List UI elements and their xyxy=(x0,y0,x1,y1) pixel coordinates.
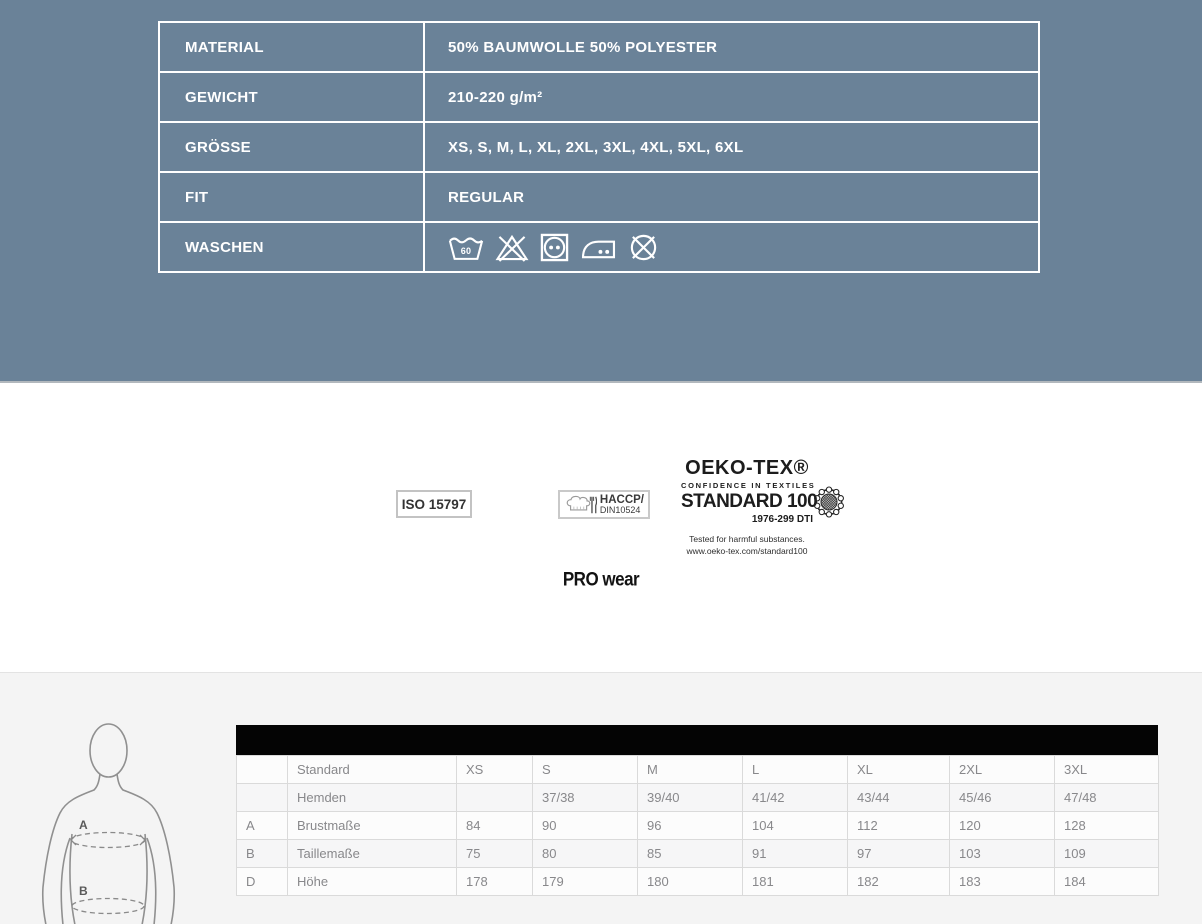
measure-label-b: B xyxy=(79,884,88,898)
oeko-number: 1976-299 DTI xyxy=(751,514,813,525)
size-cell: 39/40 xyxy=(637,783,743,812)
size-cell: B xyxy=(236,839,288,868)
size-cell: 85 xyxy=(637,839,743,868)
spec-row-fit: FIT REGULAR xyxy=(158,171,1040,223)
iso-15797-badge: ISO 15797 xyxy=(396,490,472,518)
wash-60-icon: 60 xyxy=(448,236,484,260)
size-cell: Höhe xyxy=(287,867,457,896)
haccp-line2: DIN10524 xyxy=(599,504,641,515)
do-not-bleach-icon xyxy=(495,234,529,262)
svg-text:60: 60 xyxy=(461,246,472,256)
size-cell: 184 xyxy=(1054,867,1159,896)
spec-label-fit: FIT xyxy=(158,171,425,223)
size-cell: 181 xyxy=(742,867,848,896)
spec-row-waschen: WASCHEN 60 xyxy=(158,221,1040,273)
size-cell: 91 xyxy=(742,839,848,868)
body-measurement-diagram: A B xyxy=(41,723,176,924)
spec-label-waschen: WASCHEN xyxy=(158,221,425,273)
size-cell: 182 xyxy=(847,867,950,896)
spec-value-material: 50% BAUMWOLLE 50% POLYESTER xyxy=(423,21,1040,73)
haccp-badge: HACCP/ DIN10524 xyxy=(558,490,650,519)
spec-label-material: MATERIAL xyxy=(158,21,425,73)
size-cell: A xyxy=(236,811,288,840)
size-cell: 41/42 xyxy=(742,783,848,812)
size-cell: D xyxy=(236,867,288,896)
size-cell: 97 xyxy=(847,839,950,868)
spec-row-gewicht: GEWICHT 210-220 g/m² xyxy=(158,71,1040,123)
oeko-title: OEKO-TEX® xyxy=(685,457,809,479)
oeko-subtitle: CONFIDENCE IN TEXTILES xyxy=(681,481,816,490)
size-cell: 128 xyxy=(1054,811,1159,840)
size-cell: 47/48 xyxy=(1054,783,1159,812)
spec-label-groesse: GRÖSSE xyxy=(158,121,425,173)
oeko-flower-icon xyxy=(814,486,844,518)
size-cell: Brustmaße xyxy=(287,811,457,840)
size-col-header: Standard xyxy=(287,755,457,784)
size-col-header: XS xyxy=(456,755,533,784)
size-col-header: 2XL xyxy=(949,755,1055,784)
size-cell: 183 xyxy=(949,867,1055,896)
size-col-header xyxy=(236,755,288,784)
size-col-header: L xyxy=(742,755,848,784)
size-col-header: S xyxy=(532,755,638,784)
size-cell: 178 xyxy=(456,867,533,896)
spec-table: MATERIAL 50% BAUMWOLLE 50% POLYESTER GEW… xyxy=(158,21,1040,273)
size-col-header: XL xyxy=(847,755,950,784)
size-row-taillemasse: B Taillemaße 75 80 85 91 97 103 109 xyxy=(236,839,1159,868)
size-cell: 109 xyxy=(1054,839,1159,868)
size-cell: 75 xyxy=(456,839,533,868)
measure-label-a: A xyxy=(79,818,88,832)
size-cell: 120 xyxy=(949,811,1055,840)
size-cell: 112 xyxy=(847,811,950,840)
oeko-tested-text: Tested for harmful substances. xyxy=(689,534,805,544)
spec-section: MATERIAL 50% BAUMWOLLE 50% POLYESTER GEW… xyxy=(0,0,1202,383)
size-row-hoehe: D Höhe 178 179 180 181 182 183 184 xyxy=(236,867,1159,896)
size-chart-title-bar xyxy=(236,725,1158,755)
size-cell: 96 xyxy=(637,811,743,840)
oeko-url-text: www.oeko-tex.com/standard100 xyxy=(686,546,808,556)
size-cell xyxy=(456,783,533,812)
haccp-label: HACCP/ DIN10524 xyxy=(600,494,644,516)
size-cell: 104 xyxy=(742,811,848,840)
size-cell: Taillemaße xyxy=(287,839,457,868)
spec-value-fit: REGULAR xyxy=(423,171,1040,223)
size-chart-table: Standard XS S M L XL 2XL 3XL Hemden 37/3… xyxy=(236,755,1159,896)
size-cell: 90 xyxy=(532,811,638,840)
size-row-brustmasse: A Brustmaße 84 90 96 104 112 120 128 xyxy=(236,811,1159,840)
size-cell: 84 xyxy=(456,811,533,840)
size-cell: 37/38 xyxy=(532,783,638,812)
size-col-header: M xyxy=(637,755,743,784)
size-chart-header-row: Standard XS S M L XL 2XL 3XL xyxy=(236,755,1159,784)
size-cell: 80 xyxy=(532,839,638,868)
size-cell: 45/46 xyxy=(949,783,1055,812)
spec-value-gewicht: 210-220 g/m² xyxy=(423,71,1040,123)
size-col-header: 3XL xyxy=(1054,755,1159,784)
iron-icon xyxy=(581,240,616,258)
spec-row-material: MATERIAL 50% BAUMWOLLE 50% POLYESTER xyxy=(158,21,1040,73)
size-chart: Standard XS S M L XL 2XL 3XL Hemden 37/3… xyxy=(236,725,1159,896)
size-cell: 180 xyxy=(637,867,743,896)
oeko-tex-logo: OEKO-TEX® CONFIDENCE IN TEXTILES STANDAR… xyxy=(681,457,818,556)
spec-value-waschen: 60 xyxy=(423,221,1040,273)
spec-row-groesse: GRÖSSE XS, S, M, L, XL, 2XL, 3XL, 4XL, 5… xyxy=(158,121,1040,173)
size-cell: 179 xyxy=(532,867,638,896)
pro-wear-logo: PRO wear xyxy=(562,568,640,591)
size-chart-section: A B Standard XS S M L xyxy=(0,672,1202,924)
size-row-hemden: Hemden 37/38 39/40 41/42 43/44 45/46 47/… xyxy=(236,783,1159,812)
size-cell: 103 xyxy=(949,839,1055,868)
oeko-standard: STANDARD 100 xyxy=(681,491,818,512)
spec-label-gewicht: GEWICHT xyxy=(158,71,425,123)
spec-value-groesse: XS, S, M, L, XL, 2XL, 3XL, 4XL, 5XL, 6XL xyxy=(423,121,1040,173)
haccp-line1: HACCP/ xyxy=(599,493,644,506)
chef-hat-icon xyxy=(566,495,597,513)
size-cell: 43/44 xyxy=(847,783,950,812)
tumble-dry-icon xyxy=(540,233,569,261)
care-icons-group: 60 xyxy=(448,232,1038,263)
size-cell: Hemden xyxy=(287,783,457,812)
size-cell xyxy=(236,783,288,812)
do-not-dry-clean-icon xyxy=(630,234,657,260)
